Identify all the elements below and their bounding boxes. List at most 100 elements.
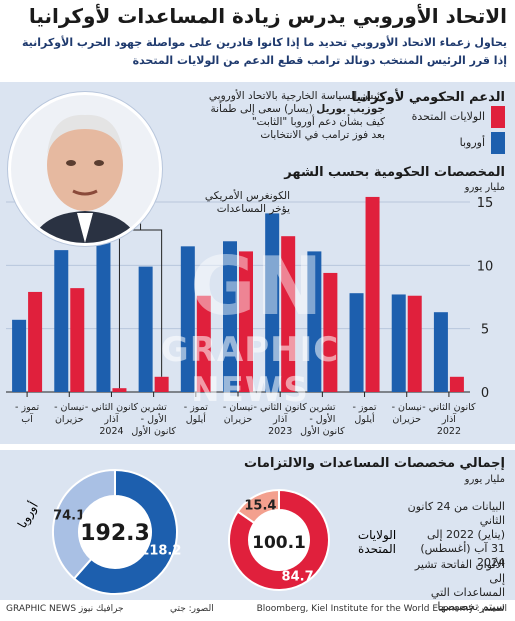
light-note-line-1: الألوان الفاتحة تشير إلى	[414, 558, 505, 585]
x-tick-label: كانون الثاني -	[85, 402, 139, 413]
bar-europe	[96, 238, 111, 392]
legend-swatch-us	[491, 106, 505, 128]
x-tick-label-group: نيسان -حزيران	[223, 402, 253, 425]
light-note-line-2: المساعدات التي سيتم تخصيصها	[430, 586, 505, 613]
page-title: الاتحاد الأوروبي يدرس زيادة المساعدات لأ…	[28, 4, 507, 28]
period-note: البيانات من 24 كانون الثاني (يناير) 2022…	[405, 500, 505, 570]
y-tick-label: 15	[477, 196, 494, 211]
us-label-line-1: الولايات	[357, 528, 397, 542]
bar-europe	[265, 213, 280, 392]
bar-us	[196, 295, 211, 392]
x-tick-label-group: تموز -آب	[15, 402, 39, 425]
period-note-line-1: البيانات من 24 كانون الثاني	[407, 500, 505, 527]
bar-europe	[223, 241, 237, 392]
photo-credit: الصور: جتي	[170, 604, 214, 614]
x-tick-label: 2023	[268, 426, 292, 437]
footer: المصدر: Bloomberg, Kiel Institute for th…	[0, 600, 515, 621]
bar-us	[407, 295, 422, 392]
x-tick-label: آذار	[272, 412, 287, 425]
legend-swatch-europe	[491, 132, 505, 154]
bar-us	[239, 251, 253, 392]
legend-label-europe: أوروبا	[459, 136, 485, 149]
x-tick-label: حزيران	[55, 414, 84, 425]
bar-us	[154, 376, 169, 392]
x-tick-label: نيسان -	[54, 402, 84, 413]
y-tick-label: 5	[481, 323, 489, 338]
x-tick-label: آذار	[103, 412, 118, 425]
x-tick-label: نيسان -	[223, 402, 253, 413]
bar-us	[70, 288, 85, 392]
x-tick-label: نيسان -	[392, 402, 422, 413]
bar-us	[449, 376, 464, 392]
x-tick-label-group: نيسان -حزيران	[392, 402, 422, 425]
y-tick-label: 10	[477, 259, 494, 274]
europe-donut-total: 192.3	[80, 521, 150, 546]
quote-line-2: جوزيب بوريل (يسار) سعى إلى طمأنة	[170, 103, 385, 116]
brand-credit: GRAPHIC NEWS جرافيك نيوز	[6, 604, 124, 614]
quote-line-4: بعد فوز ترامب في الانتخابات	[260, 129, 385, 141]
period-note-line-2: (يناير) 2022 إلى	[426, 528, 505, 541]
totals-title: إجمالي مخصصات المساعدات والالتزامات	[243, 456, 505, 471]
x-tick-label: 2024	[99, 426, 123, 437]
bar-europe	[180, 246, 195, 392]
europe-donut-slice-label: 74.1	[53, 509, 85, 524]
quote-line-3: كيف بشأن دعم أوروبا "الثابت"	[251, 116, 385, 128]
portrait-photo	[8, 92, 162, 246]
header: الاتحاد الأوروبي يدرس زيادة المساعدات لأ…	[0, 0, 515, 80]
portrait-illustration	[11, 95, 159, 243]
subtitle-line-1: يحاول زعماء الاتحاد الأوروبي تحديد ما إذ…	[22, 36, 507, 49]
x-tick-label: كانون الثاني -	[422, 402, 476, 413]
totals-unit: مليار يورو	[464, 474, 505, 485]
x-tick-label-group: نيسان -حزيران	[54, 402, 84, 425]
legend-label-us: الولايات المتحدة	[411, 110, 485, 123]
x-tick-label: حزيران	[224, 414, 253, 425]
x-tick-label-group: تموز -أيلول	[184, 402, 208, 425]
borrell-quote: رئيس السياسة الخارجية بالاتحاد الأوروبي …	[170, 90, 385, 142]
x-tick-label: تشرين	[141, 402, 168, 413]
watermark-text: GRAPHIC NEWS	[160, 330, 340, 410]
monthly-unit: مليار يورو	[464, 182, 505, 193]
quote-line-2-rest: (يسار) سعى إلى طمأنة	[210, 103, 317, 115]
us-donut-slice-label: 84.7	[282, 569, 314, 584]
us-label-line-2: المتحدة	[358, 542, 396, 556]
source-credit: المصدر: Bloomberg, Kiel Institute for th…	[256, 604, 507, 614]
europe-donut-slice-label: 118.2	[140, 543, 181, 558]
bar-us	[112, 388, 127, 392]
us-donut-label: الولايات المتحدة	[348, 528, 406, 556]
quote-line-1: رئيس السياسة الخارجية بالاتحاد الأوروبي	[208, 90, 385, 102]
bar-us	[323, 272, 338, 392]
bar-europe	[349, 293, 364, 392]
bar-europe	[54, 250, 69, 392]
x-tick-label: الأول -	[141, 413, 167, 425]
x-tick-label: كانون الأول	[300, 425, 345, 437]
annotation-line-1: الكونغرس الأمريكي	[204, 190, 290, 202]
us-donut-hole	[249, 510, 309, 570]
x-tick-label: كانون الثاني -	[254, 402, 308, 413]
y-tick-label: 0	[481, 386, 489, 401]
europe-donut-hole	[79, 496, 151, 568]
watermark-logo: GN	[190, 240, 323, 333]
us-donut-total: 100.1	[252, 533, 306, 553]
x-tick-label-group: تموز -أيلول	[352, 402, 376, 425]
bar-europe	[138, 266, 153, 392]
annotation-line-2: يؤخر المساعدات	[216, 203, 290, 215]
x-tick-label: أيلول	[186, 412, 207, 425]
bar-us	[281, 236, 296, 392]
bar-europe	[433, 312, 448, 392]
x-tick-label: تموز -	[352, 402, 376, 413]
us-donut-slice-label: 15.4	[244, 499, 276, 514]
x-tick-label: آب	[21, 412, 33, 425]
x-tick-label: آذار	[441, 412, 456, 425]
x-tick-label: 2022	[437, 426, 461, 437]
bar-europe	[307, 251, 322, 392]
x-tick-label: تشرين	[309, 402, 336, 413]
light-colors-note: الألوان الفاتحة تشير إلى المساعدات التي …	[405, 558, 505, 614]
congress-annotation: الكونغرس الأمريكي يؤخر المساعدات	[170, 190, 290, 216]
x-tick-label: تموز -	[15, 402, 39, 413]
x-tick-label: كانون الأول	[131, 425, 176, 437]
